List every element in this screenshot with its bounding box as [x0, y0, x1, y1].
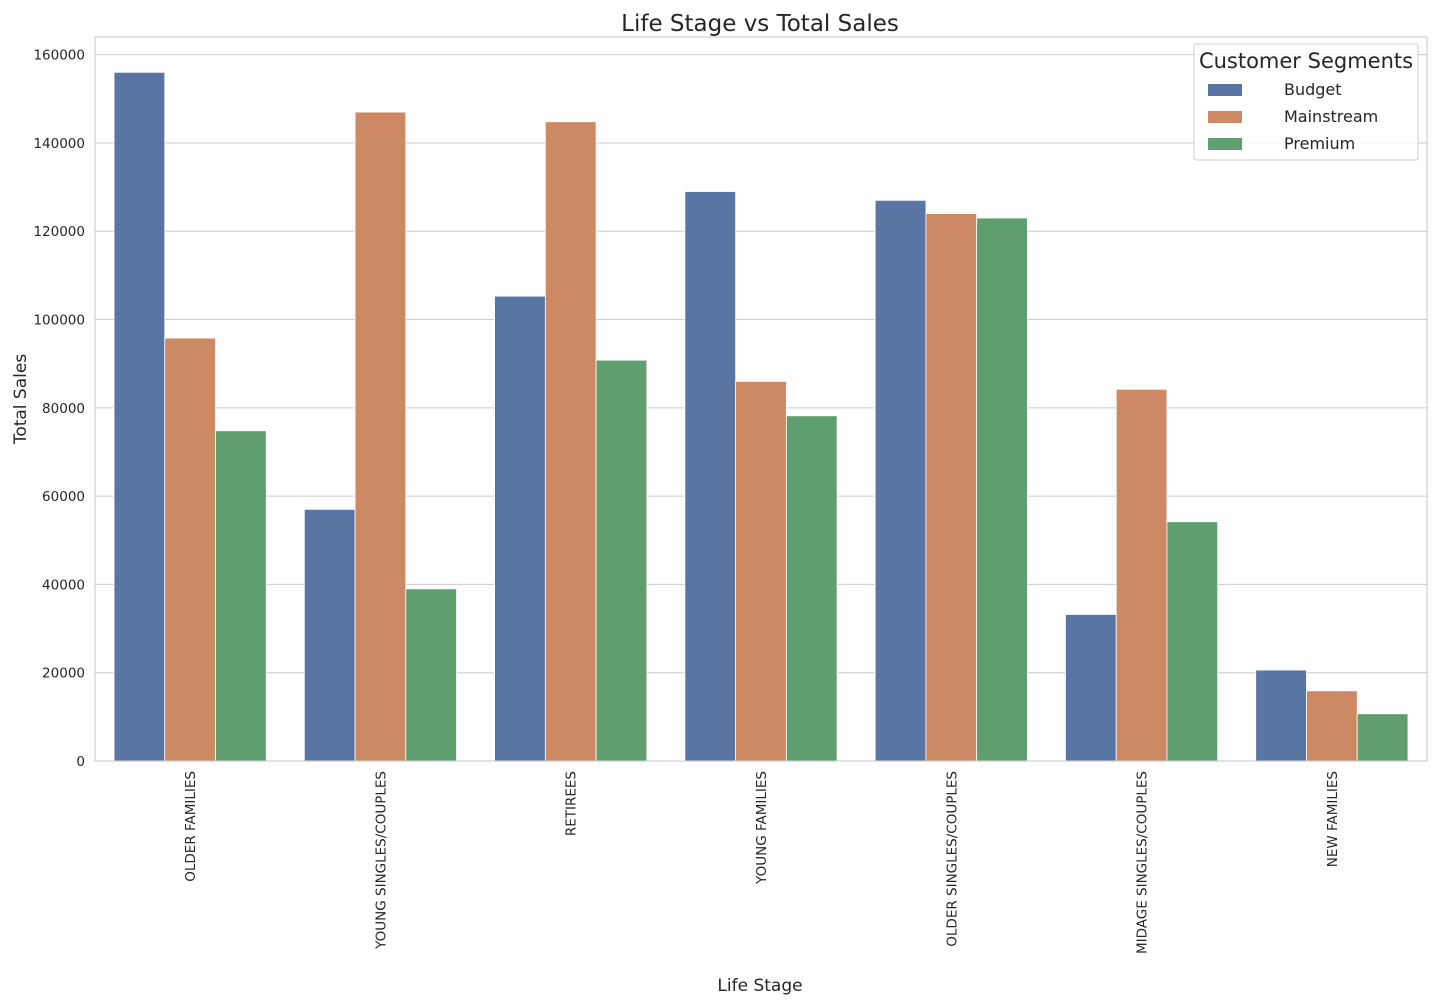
y-tick-label: 0: [76, 754, 85, 770]
bar-premium-6: [1356, 713, 1409, 762]
y-tick-label: 140000: [33, 136, 85, 152]
x-tick-label: RETIREES: [564, 771, 580, 836]
bar-budget-0: [113, 71, 166, 762]
y-tick-label: 100000: [33, 313, 85, 329]
bar-budget-3: [684, 191, 737, 762]
legend-swatch-mainstream: [1208, 111, 1242, 123]
y-tick-label: 80000: [42, 401, 85, 417]
x-tick-label: YOUNG SINGLES/COUPLES: [373, 771, 389, 950]
legend-label-premium: Premium: [1284, 134, 1355, 153]
y-axis-label: Total Sales: [11, 354, 31, 445]
plot-frame: [94, 36, 1428, 762]
y-tick-label: 120000: [33, 224, 85, 240]
bar-mainstream-2: [544, 121, 597, 762]
legend-swatch-premium: [1208, 138, 1242, 150]
y-tick-label: 160000: [33, 48, 85, 64]
bar-premium-3: [785, 415, 838, 762]
bar-budget-1: [303, 508, 356, 762]
bar-budget-4: [874, 199, 927, 762]
x-tick-label: OLDER SINGLES/COUPLES: [944, 771, 960, 947]
legend-title: Customer Segments: [1199, 49, 1413, 73]
legend-items: Budget Mainstream Premium: [1208, 80, 1378, 153]
bar-budget-5: [1065, 614, 1117, 762]
bar-mainstream-6: [1306, 690, 1358, 762]
bar-mainstream-1: [354, 111, 407, 762]
bar-mainstream-0: [164, 337, 216, 762]
y-tick-label: 40000: [42, 577, 85, 593]
legend-label-mainstream: Mainstream: [1284, 107, 1378, 126]
x-tick-label: YOUNG FAMILIES: [754, 771, 770, 885]
bar-budget-2: [494, 295, 546, 762]
bar-mainstream-3: [735, 380, 787, 762]
y-tick-labels: 0 20000 40000 60000 80000 100000 120000 140000 1…: [33, 48, 85, 770]
x-tick-labels: OLDER FAMILIES YOUNG SINGLES/COUPLES RETIR…: [183, 771, 1341, 954]
bar-mainstream-4: [925, 213, 978, 762]
bars: [113, 71, 1409, 762]
x-tick-label: OLDER FAMILIES: [183, 771, 199, 882]
chart-title: Life Stage vs Total Sales: [621, 11, 899, 37]
bar-premium-4: [976, 217, 1028, 762]
bar-premium-2: [595, 359, 648, 762]
y-tick-label: 60000: [42, 489, 85, 505]
legend-box: [1193, 43, 1419, 161]
bar-premium-0: [215, 430, 267, 762]
bar-premium-1: [405, 588, 457, 762]
legend: Customer Segments Budget Mainstream Premiu…: [1193, 43, 1419, 161]
y-tick-label: 20000: [42, 666, 85, 682]
bar-premium-5: [1166, 521, 1219, 762]
x-axis-label: Life Stage: [717, 976, 802, 996]
legend-swatch-budget: [1208, 84, 1242, 96]
x-tick-label: MIDAGE SINGLES/COUPLES: [1135, 771, 1151, 954]
bar-mainstream-5: [1115, 388, 1168, 762]
bar-budget-6: [1255, 669, 1307, 762]
x-tick-label: NEW FAMILIES: [1325, 771, 1341, 867]
legend-label-budget: Budget: [1284, 80, 1342, 99]
